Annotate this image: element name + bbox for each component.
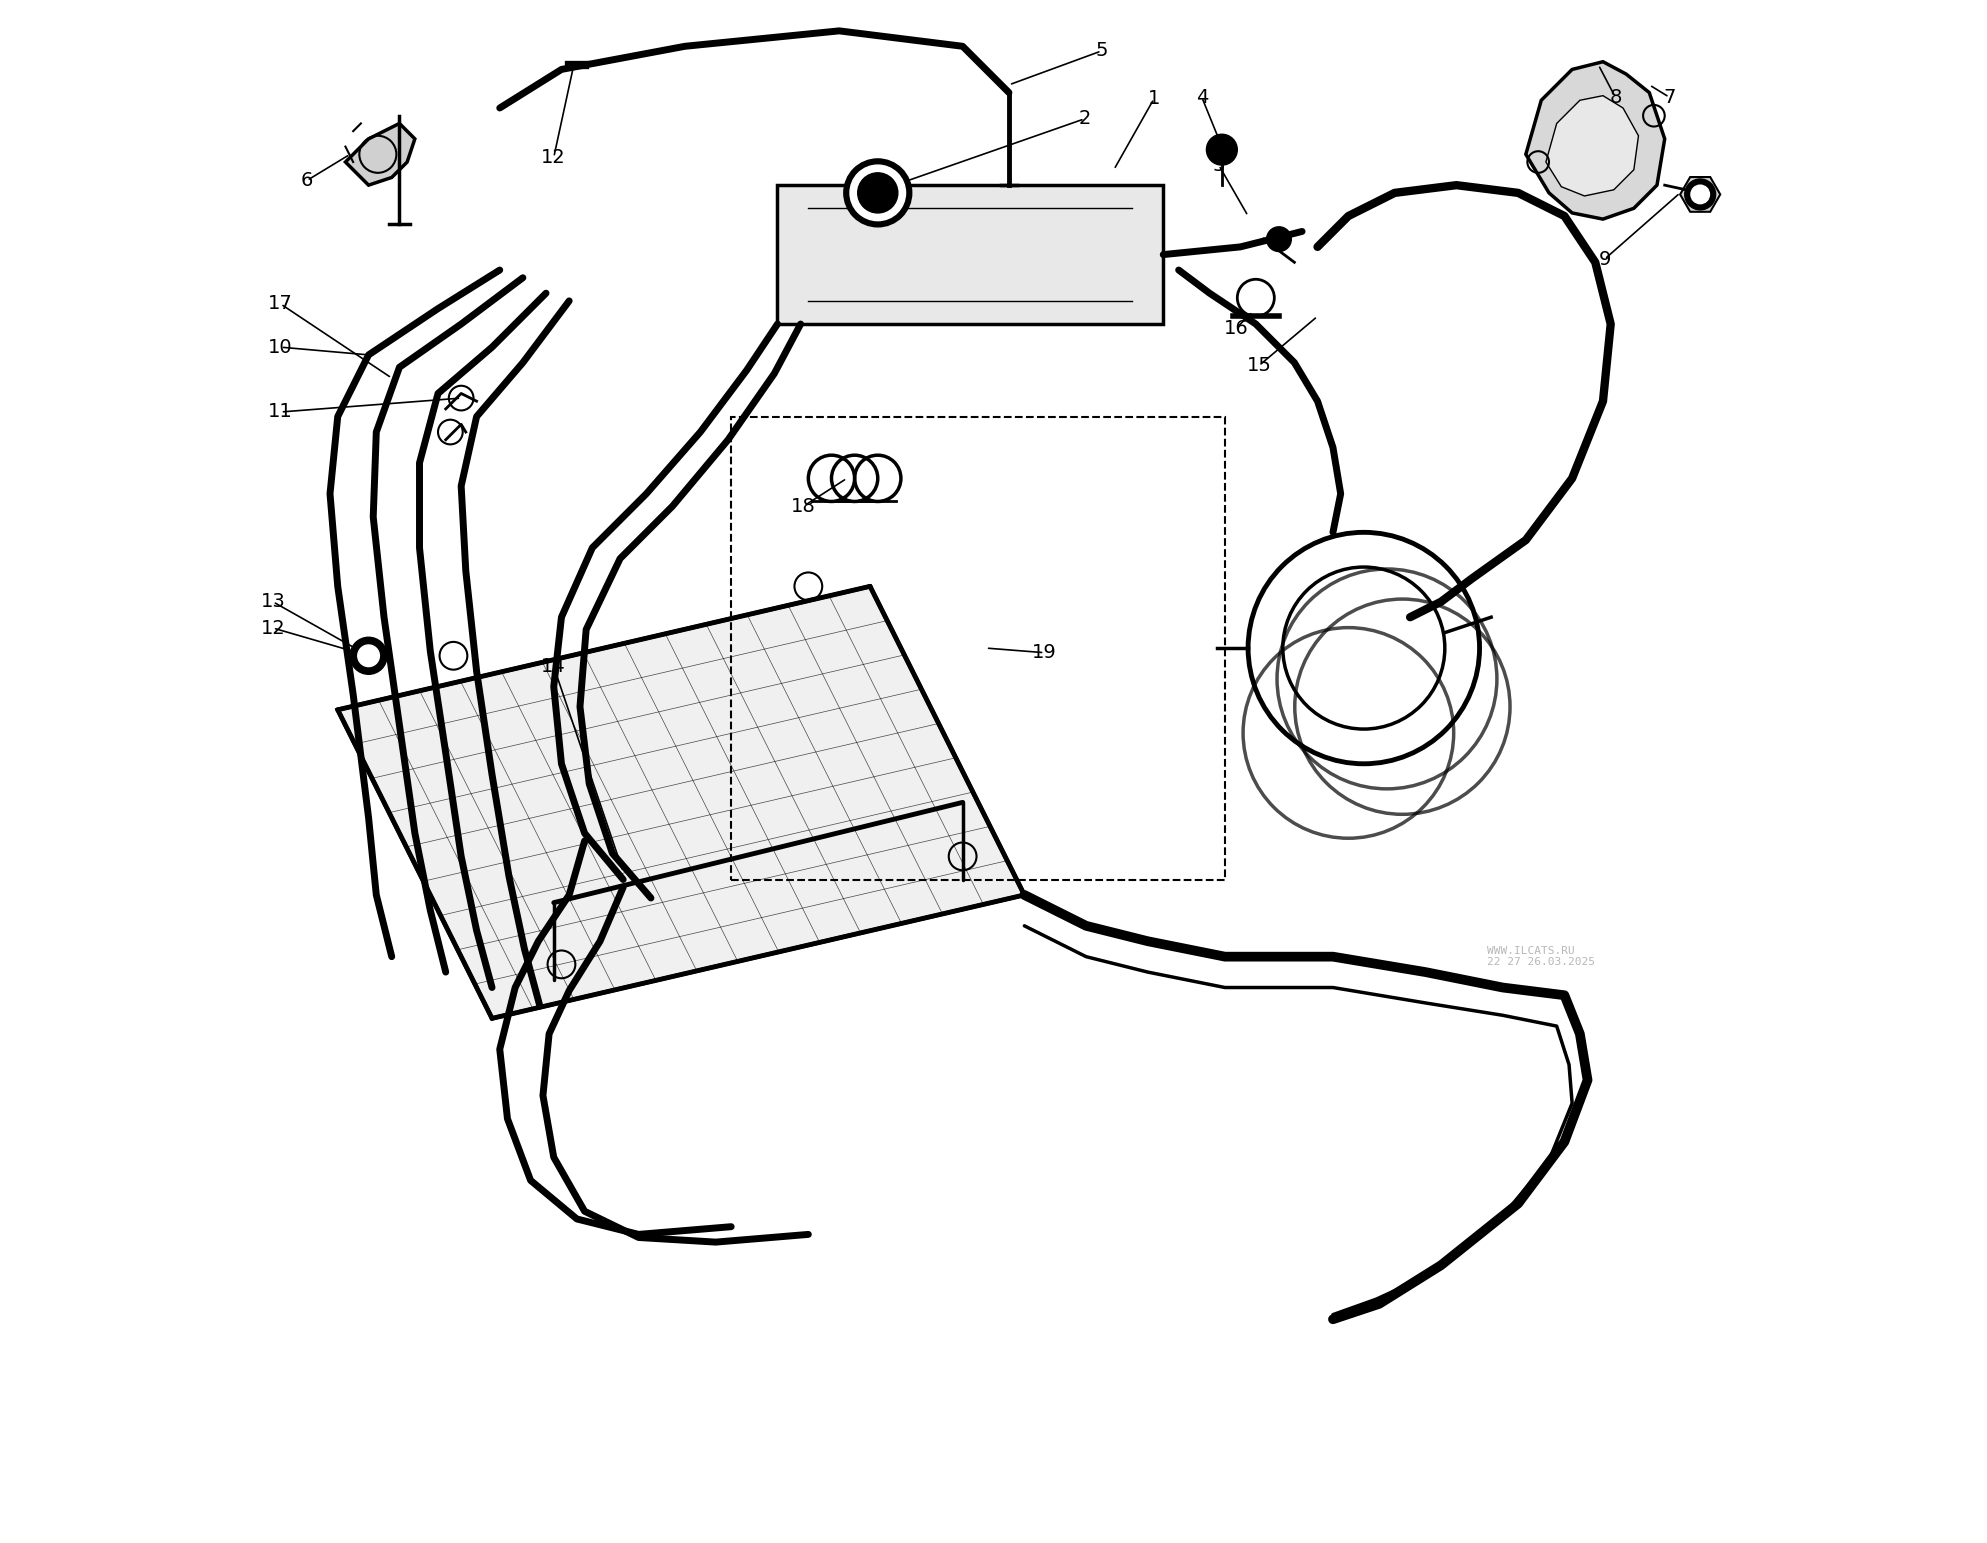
Text: 14: 14 (540, 657, 566, 676)
Text: WWW.ILCATS.RU
22 27 26.03.2025: WWW.ILCATS.RU 22 27 26.03.2025 (1486, 946, 1596, 967)
Text: 9: 9 (1598, 250, 1611, 268)
Text: 6: 6 (300, 171, 314, 190)
Text: 8: 8 (1609, 88, 1621, 106)
Text: 17: 17 (268, 295, 292, 313)
Text: 18: 18 (791, 497, 817, 515)
Polygon shape (1681, 177, 1721, 211)
Circle shape (1685, 179, 1715, 210)
Text: 1: 1 (1148, 89, 1160, 108)
Text: 19: 19 (1031, 643, 1057, 662)
Text: 15: 15 (1246, 356, 1272, 375)
Polygon shape (346, 123, 415, 185)
Text: 4: 4 (1196, 88, 1208, 106)
Text: 16: 16 (1224, 319, 1248, 338)
Polygon shape (1526, 62, 1665, 219)
Text: 3: 3 (1212, 156, 1224, 174)
Text: 11: 11 (268, 403, 292, 421)
FancyBboxPatch shape (777, 185, 1162, 324)
Circle shape (844, 159, 912, 227)
Circle shape (1266, 227, 1292, 252)
Polygon shape (1546, 96, 1639, 196)
Text: 12: 12 (260, 619, 286, 637)
Text: 10: 10 (268, 338, 292, 356)
Text: 12: 12 (540, 148, 566, 167)
Circle shape (358, 645, 380, 667)
Circle shape (1206, 134, 1238, 165)
Circle shape (858, 173, 898, 213)
Text: 5: 5 (1095, 42, 1109, 60)
Text: 2: 2 (1079, 110, 1091, 128)
Text: 7: 7 (1663, 88, 1675, 106)
Text: 13: 13 (260, 593, 286, 611)
Circle shape (350, 637, 387, 674)
Circle shape (850, 165, 906, 221)
Circle shape (1691, 185, 1709, 204)
Polygon shape (338, 586, 1025, 1018)
